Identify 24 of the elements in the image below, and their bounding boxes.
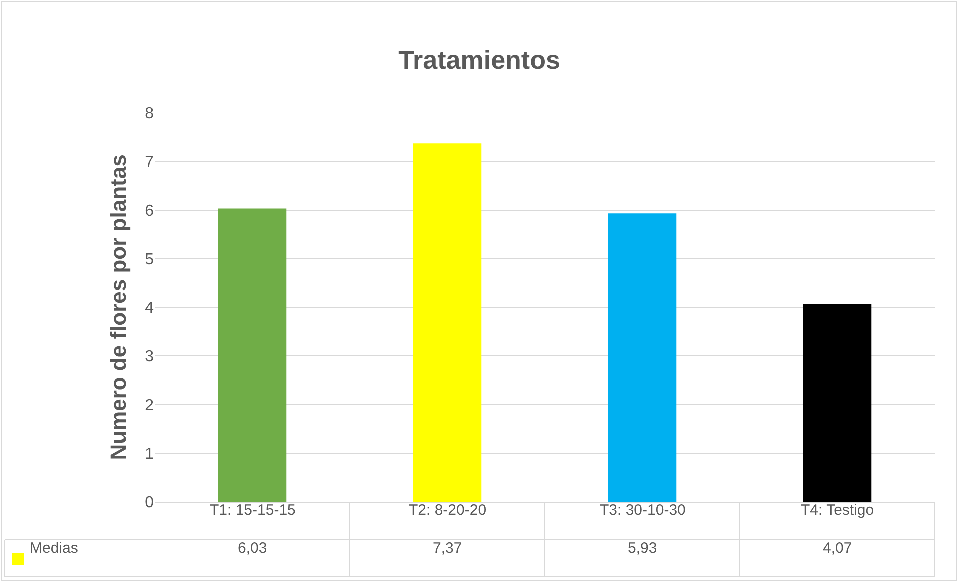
data-label: 4,07 (823, 540, 852, 557)
x-tick-label: T2: 8-20-20 (409, 502, 487, 519)
bar (218, 208, 287, 502)
y-tick-label: 8 (145, 106, 154, 123)
data-label: 7,37 (433, 540, 462, 557)
y-tick-label: 2 (145, 397, 154, 414)
y-tick-label: 4 (145, 300, 154, 318)
bar (413, 144, 482, 502)
bar (803, 304, 872, 502)
x-tick-label: T1: 15-15-15 (210, 502, 296, 519)
legend-label: Medias (30, 540, 78, 557)
bar (608, 214, 677, 502)
data-label: 5,93 (628, 540, 658, 557)
y-tick-label: 0 (145, 494, 154, 512)
y-tick-label: 1 (145, 446, 154, 463)
x-tick-label: T3: 30-10-30 (600, 502, 686, 519)
y-tick-label: 6 (145, 202, 154, 220)
y-tick-label: 7 (145, 154, 154, 172)
y-axis-title: Numero de flores por plantas (106, 154, 131, 460)
data-label: 6,03 (238, 540, 268, 557)
y-tick-label: 5 (145, 251, 154, 268)
y-tick-label: 3 (145, 348, 154, 366)
chart-title: Tratamientos (398, 45, 560, 76)
x-tick-label: T4: Testigo (801, 502, 874, 519)
